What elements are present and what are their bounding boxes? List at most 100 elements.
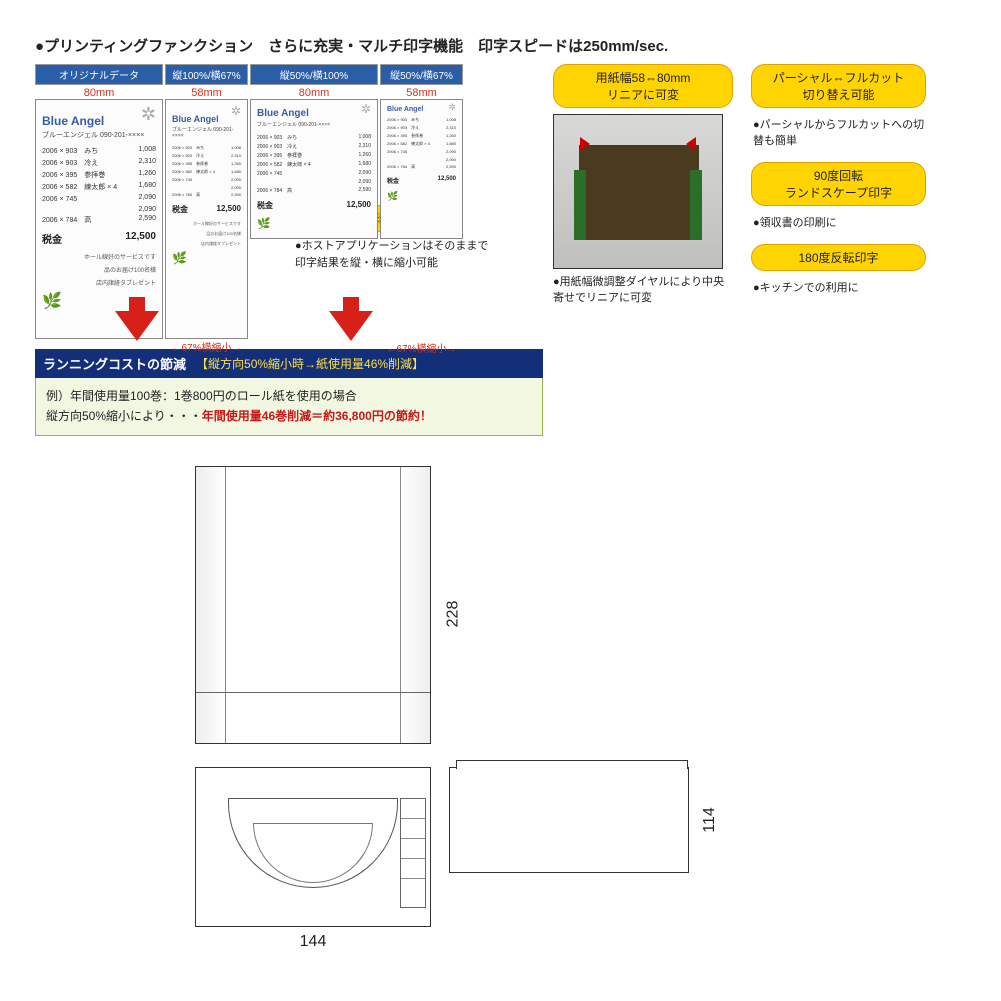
receipt-line: 2006 × 784 高2,590 bbox=[257, 187, 371, 194]
cost-line2a: 縦方向50%縮小により・・・ bbox=[46, 409, 202, 423]
receipt-footer: ホール線好のサービスです bbox=[166, 219, 247, 229]
feature-pills-column: パーシャル⇔フルカット 切り替え可能 ●パーシャルからフルカットへの切替も簡単 … bbox=[751, 64, 926, 305]
angel-icon: ✲ bbox=[231, 104, 241, 118]
cost-line1: 例）年間使用量100巻：1巻800円のロール紙を使用の場合 bbox=[46, 386, 532, 406]
printer-caption: ●用紙幅微調整ダイヤルにより中央寄せでリニアに可変 bbox=[553, 273, 733, 305]
angel-icon: ✲ bbox=[361, 102, 371, 116]
printer-rail bbox=[690, 170, 702, 240]
receipt-subtitle: ブルーエンジェル 090-201-×××× bbox=[166, 126, 247, 143]
shrink-67-label: ←67%横縮小→ bbox=[165, 339, 248, 354]
receipt-line: 2006 × 784 高2,590 bbox=[387, 164, 456, 170]
total-value: 12,500 bbox=[217, 204, 241, 215]
rotate180-pill: 180度反転印字 bbox=[751, 244, 926, 271]
angel-icon: ✲ bbox=[141, 104, 156, 125]
landscape-pill: 90度回転 ランドスケープ印字 bbox=[751, 162, 926, 206]
receipt-line: 2006 × 784 高2,590 bbox=[42, 215, 156, 225]
width-label: 80mm bbox=[35, 87, 163, 99]
receipt-line: 2006 × 903 みち1,008 bbox=[42, 146, 156, 156]
cost-header: ランニングコストの節減 【縦方向50%縮小時→紙使用量46%削減】 bbox=[35, 349, 543, 378]
receipt-samples: オリジナルデータ 縦100%/横67% 縦50%/横100% 縦50%/横67%… bbox=[35, 64, 535, 305]
feature-bullet: ●キッチンでの利用に bbox=[753, 279, 926, 295]
receipt-line: 2006 × 903 みち1,008 bbox=[172, 145, 241, 151]
arrow-right-icon bbox=[686, 137, 700, 151]
receipt-footer: ホール線好のサービスです bbox=[36, 250, 162, 263]
total-label: 税金 bbox=[42, 231, 62, 246]
header-tab: オリジナルデータ bbox=[35, 64, 163, 85]
receipt-line: 2006 × 582 練太郎 × 41,680 bbox=[172, 169, 241, 175]
receipt-line: 2006 × 582 練太郎 × 41,680 bbox=[387, 141, 456, 147]
dim-228-label: 228 bbox=[445, 600, 463, 627]
receipt-line: 2006 × 582 練太郎 × 41,680 bbox=[257, 161, 371, 168]
total-value: 12,500 bbox=[347, 200, 371, 211]
top-row: オリジナルデータ 縦100%/横67% 縦50%/横100% 縦50%/横67%… bbox=[35, 64, 966, 305]
total-label: 税金 bbox=[257, 200, 273, 211]
receipt-line: 2,090 bbox=[387, 157, 456, 162]
dimension-drawings: 228 144 114 bbox=[165, 466, 966, 951]
receipt-v50h67: ✲ Blue Angel 2006 × 903 みち1,0082006 × 90… bbox=[380, 99, 463, 239]
receipt-line: 2006 × 395 参拝巻1,260 bbox=[172, 161, 241, 167]
receipt-line: 2,090 bbox=[257, 179, 371, 185]
plant-icon: 🌿 bbox=[251, 215, 377, 232]
paper-width-pill: 用紙幅58⇔80mm リニアに可変 bbox=[553, 64, 733, 108]
total-value: 12,500 bbox=[125, 231, 156, 246]
feature-bullet: ●領収書の印刷に bbox=[753, 214, 926, 230]
down-arrow-icon bbox=[115, 311, 159, 341]
shrink-67-label: ←67%横縮小→ bbox=[380, 340, 463, 355]
receipt-line: 2006 × 395 参拝巻1,260 bbox=[42, 170, 156, 180]
receipt-v50: ✲ Blue Angel ブルーエンジェル 090-201-×××× 2006 … bbox=[250, 99, 378, 239]
receipt-subtitle: ブルーエンジェル 090-201-×××× bbox=[36, 130, 162, 144]
receipt-line: 2006 × 903 冷え2,310 bbox=[257, 143, 371, 150]
header-tab: 縦50%/横67% bbox=[380, 64, 463, 85]
width-label: 58mm bbox=[380, 87, 463, 99]
receipt-line: 2006 × 903 冷え2,310 bbox=[387, 125, 456, 131]
receipt-line: 2006 × 395 参拝巻1,260 bbox=[257, 152, 371, 159]
down-arrow-icon bbox=[329, 311, 373, 341]
receipt-title: Blue Angel bbox=[251, 100, 377, 121]
dim-114-label: 114 bbox=[701, 807, 719, 833]
arrow-left-icon bbox=[576, 137, 590, 151]
receipt-footer: 品のお届け100名様 bbox=[36, 263, 162, 276]
receipt-h67: ✲ Blue Angel ブルーエンジェル 090-201-×××× 2006 … bbox=[165, 99, 248, 339]
drawing-front-view: 144 bbox=[195, 767, 431, 951]
drawing-side-view: 114 bbox=[449, 767, 689, 873]
receipt-subtitle: ブルーエンジェル 090-201-×××× bbox=[251, 121, 377, 132]
drawing-top-view bbox=[195, 466, 431, 744]
receipt-line: 2006 × 745 2,090 bbox=[257, 170, 371, 177]
total-label: 税金 bbox=[387, 176, 399, 185]
cut-mode-pill: パーシャル⇔フルカット 切り替え可能 bbox=[751, 64, 926, 108]
printer-photo bbox=[553, 114, 723, 269]
receipt-line: 2006 × 395 参拝巻1,260 bbox=[387, 133, 456, 139]
width-label: 58mm bbox=[165, 87, 248, 99]
printer-rail bbox=[574, 170, 586, 240]
receipt-footer: 品のお届け100名様 bbox=[166, 229, 247, 239]
receipt-line: 2006 × 745 2,090 bbox=[387, 149, 456, 155]
width-label: 80mm bbox=[250, 87, 378, 99]
header-tab: 縦100%/横67% bbox=[165, 64, 248, 85]
receipt-line: 2006 × 903 みち1,008 bbox=[387, 117, 456, 123]
receipt-footer: 店内諸経タブレゼント bbox=[166, 239, 247, 249]
cost-line2b: 年間使用量46巻削減＝約36,800円の節約！ bbox=[202, 409, 432, 423]
receipt-line: 2006 × 784 高2,590 bbox=[172, 192, 241, 198]
receipt-line: 2006 × 745 2,090 bbox=[172, 177, 241, 183]
receipt-line: 2006 × 903 冷え2,310 bbox=[172, 153, 241, 159]
printer-slot bbox=[579, 145, 699, 240]
cost-body: 例）年間使用量100巻：1巻800円のロール紙を使用の場合 縦方向50%縮小によ… bbox=[35, 378, 543, 436]
angel-icon: ✲ bbox=[448, 102, 456, 113]
plant-icon: 🌿 bbox=[166, 249, 247, 267]
header-tab: 縦50%/横100% bbox=[250, 64, 378, 85]
receipt-line: 2,090 bbox=[42, 206, 156, 213]
dim-144-label: 144 bbox=[195, 933, 431, 951]
running-cost-box: ランニングコストの節減 【縦方向50%縮小時→紙使用量46%削減】 例）年間使用… bbox=[35, 349, 543, 436]
receipt-line: 2,090 bbox=[172, 185, 241, 190]
receipt-line: 2006 × 745 2,090 bbox=[42, 194, 156, 204]
cost-subtitle: 【縦方向50%縮小時→紙使用量46%削減】 bbox=[196, 355, 424, 372]
receipt-line: 2006 × 582 練太郎 × 41,680 bbox=[42, 182, 156, 192]
total-value: 12,500 bbox=[438, 176, 456, 185]
section-title: ●プリンティングファンクション さらに充実・マルチ印字機能 印字スピードは250… bbox=[35, 35, 966, 56]
cost-title: ランニングコストの節減 bbox=[43, 354, 186, 373]
plant-icon: 🌿 bbox=[381, 189, 462, 204]
feature-bullet: ●パーシャルからフルカットへの切替も簡単 bbox=[753, 116, 926, 148]
receipt-footer: 店内諸経タブレゼント bbox=[36, 276, 162, 289]
receipt-line: 2006 × 903 みち1,008 bbox=[257, 134, 371, 141]
total-label: 税金 bbox=[172, 204, 188, 215]
